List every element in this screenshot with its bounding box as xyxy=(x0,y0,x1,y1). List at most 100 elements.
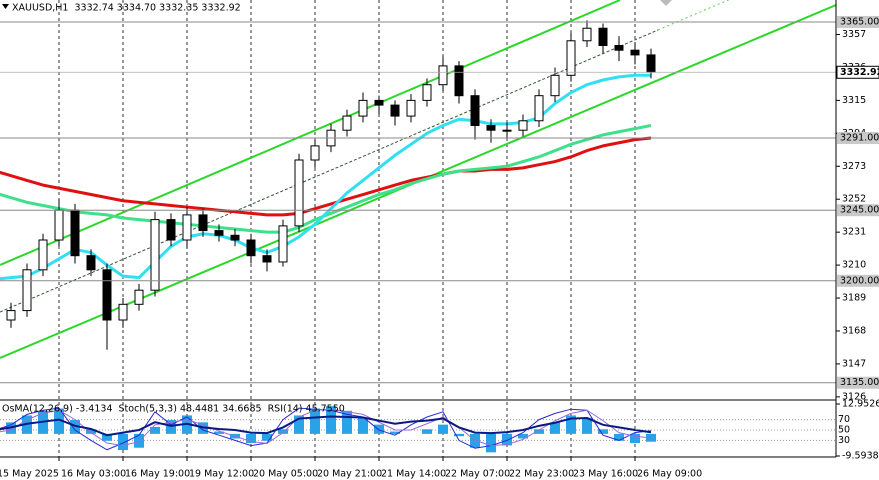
y-tick-label: 12.9526 xyxy=(842,399,879,410)
osma-bar xyxy=(438,424,448,434)
candle-body xyxy=(246,239,256,257)
level-label-box xyxy=(837,15,879,28)
shift-marker xyxy=(660,0,672,6)
osma-bar xyxy=(86,429,96,434)
x-tick-label: 20 May 21:00 xyxy=(317,469,382,480)
level-label: 3200.00 xyxy=(840,275,879,286)
candle-body xyxy=(390,104,400,117)
osma-bar xyxy=(262,433,272,441)
level-label-box xyxy=(837,204,879,217)
osma-bar xyxy=(582,417,592,434)
candle-body xyxy=(70,209,80,257)
candle-body xyxy=(486,124,496,131)
candle-body xyxy=(38,239,48,271)
candle-body xyxy=(374,99,384,106)
osma-bar xyxy=(70,420,80,434)
bid-label: 3332.92 xyxy=(840,67,879,78)
osma-bar xyxy=(454,433,464,437)
osma-bar xyxy=(550,422,560,434)
candle-body xyxy=(422,84,432,101)
x-tick-label: 16 May 03:00 xyxy=(61,469,126,480)
level-label: 3245.00 xyxy=(840,205,879,216)
level-label-box xyxy=(837,274,879,287)
y-tick-label: 3252 xyxy=(842,194,866,205)
osma-bar xyxy=(166,420,176,434)
osma-bar xyxy=(150,426,160,434)
osma-bar xyxy=(294,415,304,434)
osma-bar xyxy=(422,429,432,434)
candle-body xyxy=(406,99,416,117)
osma-bar xyxy=(630,433,640,444)
candle-body xyxy=(182,214,192,241)
x-tick-label: 16 May 19:00 xyxy=(125,469,190,480)
osma-bar xyxy=(502,433,512,446)
indicator-line xyxy=(0,408,652,447)
osma-bar xyxy=(358,417,368,434)
y2-tick-label: 50 xyxy=(838,425,850,436)
x-tick-label: 26 May 09:00 xyxy=(637,469,702,480)
candle-body xyxy=(54,209,64,241)
candle-body xyxy=(22,269,32,312)
osma-bar xyxy=(342,410,352,434)
y2-tick-label: 70 xyxy=(838,414,850,425)
candle-body xyxy=(550,74,560,97)
bid-label-box xyxy=(836,65,879,79)
candle-body xyxy=(342,115,352,131)
level-label-box xyxy=(837,376,879,389)
y-tick-label: 3147 xyxy=(842,358,866,369)
x-tick-label: 22 May 07:00 xyxy=(445,469,510,480)
osma-bar xyxy=(598,429,608,434)
candle-body xyxy=(166,219,176,241)
candle-body xyxy=(630,49,640,56)
channel-mid xyxy=(0,29,659,313)
x-tick-label: 22 May 23:00 xyxy=(509,469,574,480)
osma-bar xyxy=(118,433,128,451)
osma-bar xyxy=(534,429,544,434)
y-tick-label: 3126 xyxy=(842,391,866,402)
level-label-box xyxy=(837,132,879,145)
candle-body xyxy=(102,269,112,321)
osma-bar xyxy=(374,424,384,434)
plot-layer xyxy=(0,20,836,453)
candle-body xyxy=(454,65,464,97)
candle-body xyxy=(6,310,16,321)
osma-bar xyxy=(214,431,224,434)
candle-body xyxy=(358,99,368,117)
osma-bar xyxy=(310,408,320,434)
channel-upper xyxy=(0,0,621,266)
level-label: 3291.00 xyxy=(840,133,879,144)
candle-body xyxy=(278,225,288,263)
osma-bar xyxy=(326,406,336,434)
y-tick-label: -9.5938 xyxy=(842,451,879,462)
y-tick-label: 3168 xyxy=(842,325,866,336)
y-tick-label: 3231 xyxy=(842,227,866,238)
osma-bar xyxy=(614,433,624,441)
candle-body xyxy=(134,289,144,305)
osma-bar xyxy=(246,433,256,444)
axis-layer: 3357333633153294327332523231321031893168… xyxy=(0,15,879,480)
y2-tick-label: 30 xyxy=(838,435,850,446)
candle-body xyxy=(262,255,272,263)
y-tick-label: 3189 xyxy=(842,293,866,304)
candle-body xyxy=(86,255,96,271)
candle-body xyxy=(230,234,240,241)
candle-body xyxy=(118,303,128,321)
level-label: 3135.00 xyxy=(840,377,879,388)
y-tick-label: 3273 xyxy=(842,161,866,172)
candle-body xyxy=(294,159,304,227)
collapse-icon[interactable] xyxy=(2,4,9,9)
candle-body xyxy=(214,230,224,236)
candle-body xyxy=(566,40,576,76)
y-tick-label: 3357 xyxy=(842,29,866,40)
candle-body xyxy=(310,145,320,161)
level-label: 3365.00 xyxy=(840,16,879,27)
osma-bar xyxy=(486,433,496,453)
candle-body xyxy=(502,129,512,132)
indicator-line xyxy=(0,415,652,437)
chart-title: XAUUSD,H1 3332.74 3334.70 3332.35 3332.9… xyxy=(12,3,241,14)
osma-bar xyxy=(390,431,400,434)
osma-bar xyxy=(54,408,64,434)
x-tick-label: 23 May 16:00 xyxy=(573,469,638,480)
osma-bar xyxy=(566,415,576,434)
